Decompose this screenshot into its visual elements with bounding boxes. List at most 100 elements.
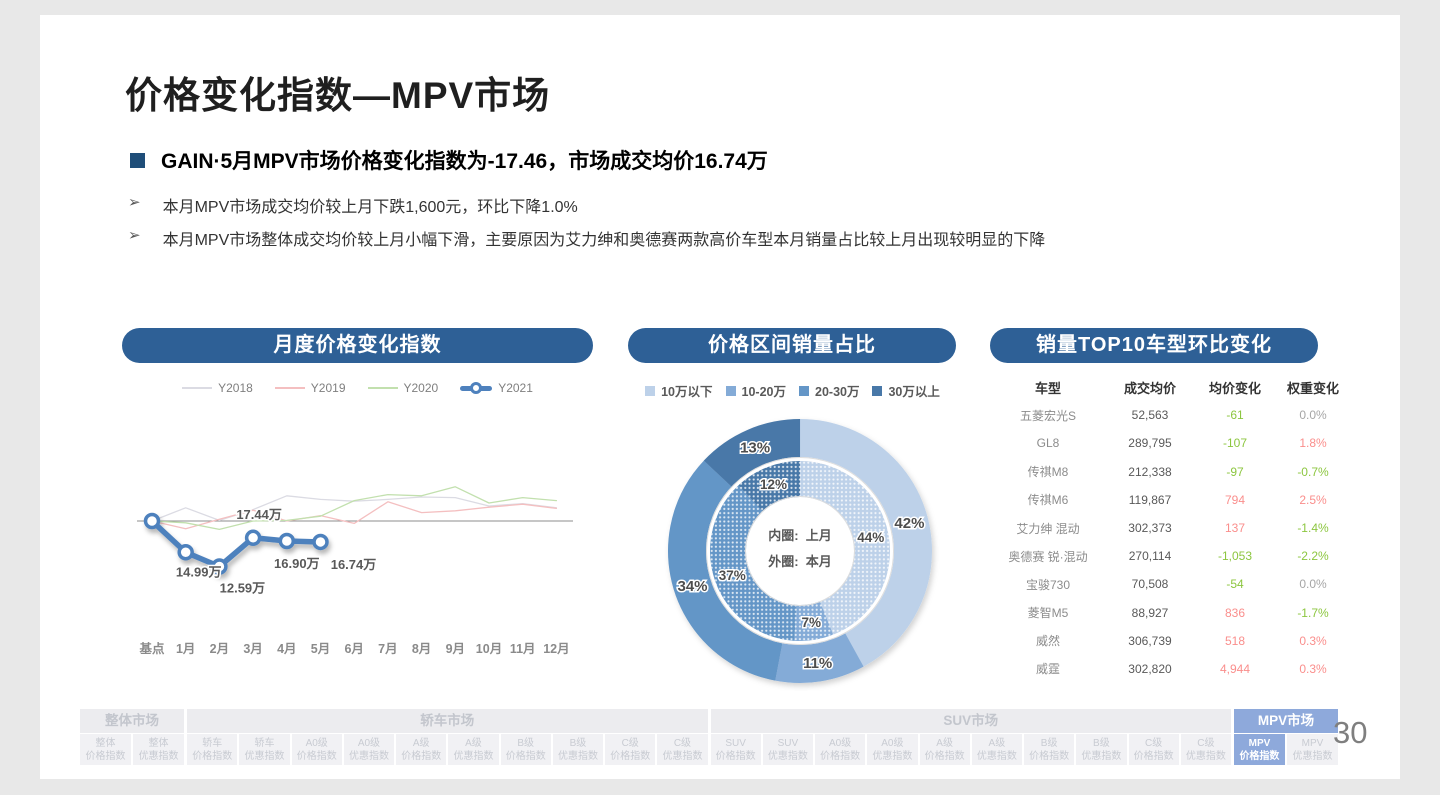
slice-percentage-label: 12%: [760, 477, 787, 492]
x-axis-label: 7月: [378, 642, 397, 656]
line-chart-legend: Y2018 Y2019 Y2020 Y2021: [122, 381, 593, 395]
x-axis-label: 基点: [138, 641, 165, 656]
data-point-marker: [143, 512, 161, 530]
model-name-cell: 菱智M5: [1027, 606, 1069, 621]
table-cell: 88,927: [1131, 605, 1169, 620]
nav-group-header[interactable]: SUV市场: [710, 709, 1231, 733]
x-axis-label: 12月: [543, 642, 569, 656]
nav-tab-A0级-优惠指数[interactable]: A0级 优惠指数: [343, 734, 395, 765]
table-cell: -1.4%: [1297, 521, 1329, 536]
nav-tab-B级-价格指数[interactable]: B级 价格指数: [1024, 734, 1075, 765]
table-cell: 137: [1224, 521, 1246, 536]
legend-swatch-icon: [799, 385, 809, 396]
nav-tab-C级-优惠指数[interactable]: C级 优惠指数: [1180, 734, 1231, 765]
table-cell: 0.0%: [1299, 408, 1327, 423]
nav-tab-整体-优惠指数[interactable]: 整体 优惠指数: [133, 734, 185, 765]
nav-group-header[interactable]: 轿车市场: [187, 709, 708, 733]
model-name-cell: 传祺M6: [1027, 493, 1069, 508]
table-cell: 52,563: [1131, 408, 1169, 423]
legend-label: Y2018: [218, 381, 253, 395]
donut-center-label: 内圈: 上月: [768, 528, 832, 543]
table-cell: -2.2%: [1297, 549, 1329, 564]
nav-tab-B级-优惠指数[interactable]: B级 优惠指数: [552, 734, 604, 765]
page-number: 30: [1333, 715, 1368, 750]
data-point-marker: [312, 533, 329, 551]
table-cell: 70,508: [1131, 577, 1169, 592]
table-cell: -54: [1226, 577, 1244, 592]
table-header-cell: 车型: [1034, 380, 1061, 396]
bullet-item: ➢ 本月MPV市场整体成交均价较上月小幅下滑，主要原因为艾力绅和奥德赛两款高价车…: [128, 226, 1368, 250]
nav-tab-SUV-优惠指数[interactable]: SUV 优惠指数: [762, 734, 813, 765]
nav-tab-轿车-价格指数[interactable]: 轿车 价格指数: [187, 734, 238, 765]
nav-tab-A0级-价格指数[interactable]: A0级 价格指数: [815, 734, 866, 765]
section-title-line-chart: 月度价格变化指数: [122, 328, 593, 363]
nav-group-整体市场: 整体市场 整体 价格指数 整体 优惠指数: [80, 709, 185, 765]
legend-item-Y2019: Y2019: [274, 381, 346, 395]
x-axis-label: 1月: [176, 642, 195, 656]
table-cell: 2.5%: [1299, 492, 1327, 507]
legend-item-10-20万: 10-20万: [725, 381, 786, 400]
legend-label: Y2020: [403, 381, 439, 395]
x-axis-label: 8月: [412, 642, 431, 656]
nav-tab-C级-价格指数[interactable]: C级 价格指数: [605, 734, 656, 765]
data-point-marker: [244, 529, 262, 547]
nav-tab-MPV-优惠指数[interactable]: MPV 优惠指数: [1286, 734, 1339, 765]
donut-segment: [668, 419, 932, 683]
nav-tab-轿车-优惠指数[interactable]: 轿车 优惠指数: [239, 734, 290, 765]
table-cell: -61: [1226, 408, 1244, 423]
nav-tab-C级-价格指数[interactable]: C级 价格指数: [1128, 734, 1179, 765]
nav-tab-A级-优惠指数[interactable]: A级 优惠指数: [971, 734, 1022, 765]
table-cell: 0.3%: [1299, 633, 1327, 648]
legend-swatch-icon: [182, 387, 213, 389]
legend-label: 20-30万: [815, 385, 860, 399]
legend-label: 10-20万: [741, 385, 786, 399]
table-cell: 212,338: [1128, 464, 1172, 479]
line-series-Y2019: [151, 501, 558, 530]
nav-tab-C级-优惠指数[interactable]: C级 优惠指数: [657, 734, 708, 765]
legend-item-Y2020: Y2020: [367, 381, 439, 395]
slice-percentage-label: 13%: [740, 440, 770, 457]
table-cell: 0.3%: [1299, 661, 1327, 676]
nav-tab-A0级-价格指数[interactable]: A0级 价格指数: [291, 734, 342, 765]
nav-tab-整体-价格指数[interactable]: 整体 价格指数: [80, 734, 132, 765]
legend-swatch-icon: [274, 387, 305, 389]
legend-item-30万以上: 30万以上: [872, 381, 940, 400]
legend-label: 30万以上: [888, 385, 940, 399]
donut-inner-ring-last-month: [710, 461, 891, 641]
table-cell: 302,373: [1128, 521, 1172, 536]
table-cell: 270,114: [1128, 549, 1172, 564]
model-name-cell: 传祺M8: [1027, 465, 1069, 480]
slice-percentage-label: 7%: [802, 615, 822, 630]
table-header-cell: 权重变化: [1286, 380, 1339, 396]
nav-tab-B级-优惠指数[interactable]: B级 优惠指数: [1076, 734, 1127, 765]
data-point-marker: [177, 544, 194, 561]
data-point-marker: [278, 532, 296, 550]
nav-tab-A级-优惠指数[interactable]: A级 优惠指数: [448, 734, 499, 765]
legend-swatch-icon: [725, 385, 736, 396]
nav-tab-SUV-价格指数[interactable]: SUV 价格指数: [710, 734, 761, 765]
model-name-cell: 宝骏730: [1025, 577, 1071, 592]
point-label: 16.90万: [274, 556, 320, 571]
nav-tab-MPV-价格指数[interactable]: MPV 价格指数: [1233, 734, 1285, 765]
nav-group-header[interactable]: MPV市场: [1233, 709, 1338, 733]
table-cell: -0.7%: [1297, 464, 1329, 479]
table-cell: 306,739: [1128, 633, 1172, 648]
section-title-donut-chart: 价格区间销量占比: [628, 328, 956, 363]
donut-segment: [667, 419, 932, 683]
arrow-bullet-icon: ➢: [128, 194, 141, 211]
bullet-item: ➢ 本月MPV市场成交均价较上月下跌1,600元，环比下降1.0%: [128, 193, 1368, 217]
x-axis-label: 3月: [243, 642, 262, 656]
bullet-text: 本月MPV市场成交均价较上月下跌1,600元，环比下降1.0%: [162, 199, 578, 216]
nav-group-header[interactable]: 整体市场: [80, 709, 185, 733]
table-cell: -1.7%: [1297, 605, 1329, 620]
point-label: 16.74万: [331, 557, 377, 572]
model-name-cell: 威霆: [1035, 662, 1060, 677]
slice-percentage-label: 34%: [678, 578, 708, 595]
nav-tab-A级-价格指数[interactable]: A级 价格指数: [396, 734, 447, 765]
nav-tab-A0级-优惠指数[interactable]: A0级 优惠指数: [867, 734, 918, 765]
slice-percentage-label: 44%: [857, 530, 884, 545]
legend-swatch-icon: [367, 387, 398, 389]
nav-tab-B级-价格指数[interactable]: B级 价格指数: [500, 734, 551, 765]
nav-tab-A级-价格指数[interactable]: A级 价格指数: [919, 734, 970, 765]
